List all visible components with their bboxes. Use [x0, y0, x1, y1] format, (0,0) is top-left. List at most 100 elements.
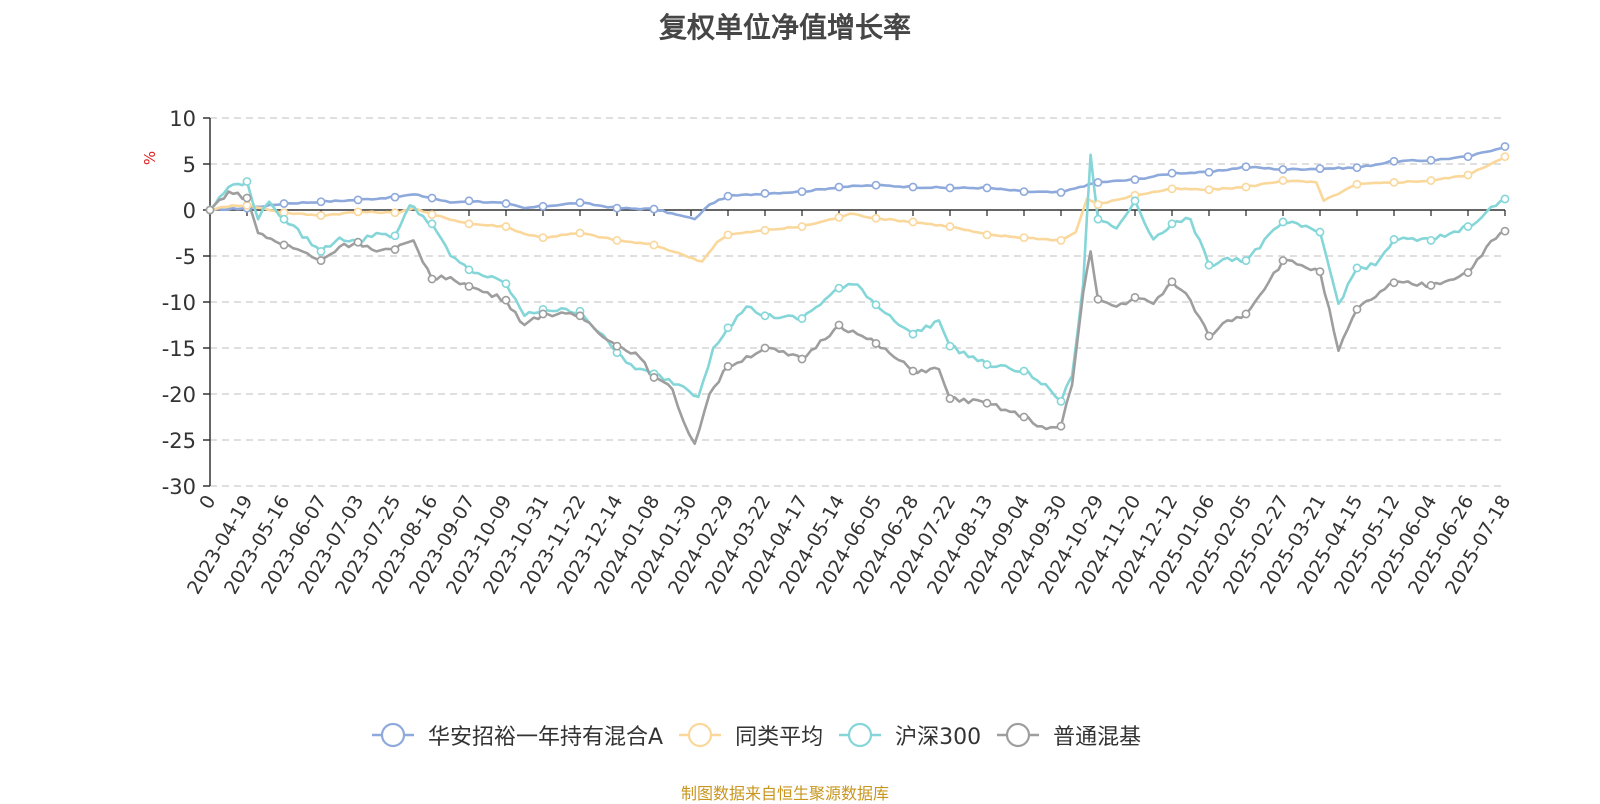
series-point	[1167, 168, 1177, 178]
series-point	[1204, 331, 1214, 341]
series-point	[612, 235, 622, 245]
series-point	[723, 361, 733, 371]
series-point	[1315, 267, 1325, 277]
series-point	[538, 309, 548, 319]
series-point	[1019, 366, 1029, 376]
legend-item[interactable]: 普通混基	[995, 719, 1141, 751]
series-point	[797, 222, 807, 231]
series-point	[464, 219, 474, 229]
series-point	[908, 217, 918, 227]
series-point	[982, 398, 992, 408]
y-tick-label: 0	[183, 199, 196, 223]
legend-label: 沪深300	[895, 725, 982, 750]
series-line-0	[209, 145, 1506, 221]
series-point	[538, 233, 548, 242]
series-point	[242, 193, 252, 203]
series-point	[945, 222, 955, 231]
series-point	[612, 341, 622, 351]
series-point	[464, 196, 474, 206]
series-point	[1352, 304, 1362, 314]
legend-swatch-icon	[372, 722, 414, 748]
legend-item[interactable]: 沪深300	[837, 719, 981, 751]
series-point	[871, 180, 881, 190]
series-point	[464, 265, 474, 275]
series-point	[1093, 200, 1103, 209]
series-point	[797, 354, 807, 364]
series-point	[797, 187, 807, 196]
series-point	[945, 341, 955, 351]
series-point	[1130, 292, 1140, 302]
series-point	[575, 228, 585, 238]
series-point	[982, 230, 992, 240]
series-point	[1241, 309, 1251, 319]
series-point	[1019, 412, 1029, 422]
series-point	[427, 193, 437, 203]
series-point	[1426, 176, 1436, 185]
series-point	[1278, 165, 1288, 174]
series-point	[575, 198, 585, 208]
series-point	[1389, 278, 1399, 288]
series-point	[760, 311, 770, 321]
series-point	[760, 225, 770, 235]
data-source-note: 制图数据来自恒生聚源数据库	[680, 784, 889, 803]
series-point	[834, 320, 844, 330]
series-point	[1056, 235, 1066, 245]
series-point	[1352, 179, 1362, 189]
series-point	[390, 208, 400, 218]
series-point	[353, 237, 363, 247]
series-point	[1278, 176, 1288, 185]
y-tick-label: -10	[162, 291, 196, 315]
series-point	[1130, 175, 1140, 185]
series-point	[242, 177, 252, 186]
legend-item[interactable]: 同类平均	[677, 719, 823, 751]
series-point	[1093, 177, 1103, 187]
legend-item[interactable]: 华安招裕一年持有混合A	[370, 719, 663, 751]
series-point	[908, 366, 918, 376]
series-point	[723, 323, 733, 333]
series-point	[760, 189, 770, 198]
x-tick-label: 0	[195, 492, 220, 513]
series-point	[797, 314, 807, 323]
series-point	[1167, 219, 1177, 229]
series-point	[1426, 281, 1436, 290]
series-point	[427, 219, 437, 229]
series-point	[316, 211, 326, 220]
series-point	[1500, 142, 1510, 151]
series-point	[353, 207, 363, 217]
series-point	[871, 300, 881, 310]
series-point	[427, 274, 437, 284]
series-point	[242, 200, 252, 210]
series-point	[1241, 182, 1251, 192]
series-point	[1056, 421, 1066, 431]
series-point	[834, 212, 844, 222]
series-point	[1204, 260, 1214, 270]
series-point	[427, 210, 437, 219]
series-point	[982, 183, 992, 193]
series-point	[982, 360, 992, 369]
series-point	[908, 182, 918, 192]
series-point	[1315, 164, 1325, 173]
series-point	[871, 338, 881, 348]
series-point	[1426, 155, 1436, 165]
series-point	[316, 197, 326, 207]
series-point	[1500, 226, 1510, 236]
series-point	[1463, 268, 1473, 277]
series-markers	[205, 142, 1510, 431]
series-point	[1056, 188, 1066, 197]
series-point	[723, 191, 733, 201]
chart-title: 复权单位净值增长率	[658, 11, 911, 44]
y-tick-label: 10	[169, 107, 196, 131]
series-point	[1389, 156, 1399, 166]
series-point	[1204, 185, 1214, 195]
series-point	[1019, 233, 1029, 242]
series-point	[1167, 277, 1177, 287]
series-point	[575, 311, 585, 321]
series-point	[945, 183, 955, 193]
legend-swatch-icon	[997, 722, 1040, 748]
grid-lines	[210, 117, 1505, 487]
series-point	[1426, 235, 1436, 245]
series-point	[501, 295, 511, 305]
series-point	[723, 230, 733, 240]
series-point	[316, 246, 326, 256]
